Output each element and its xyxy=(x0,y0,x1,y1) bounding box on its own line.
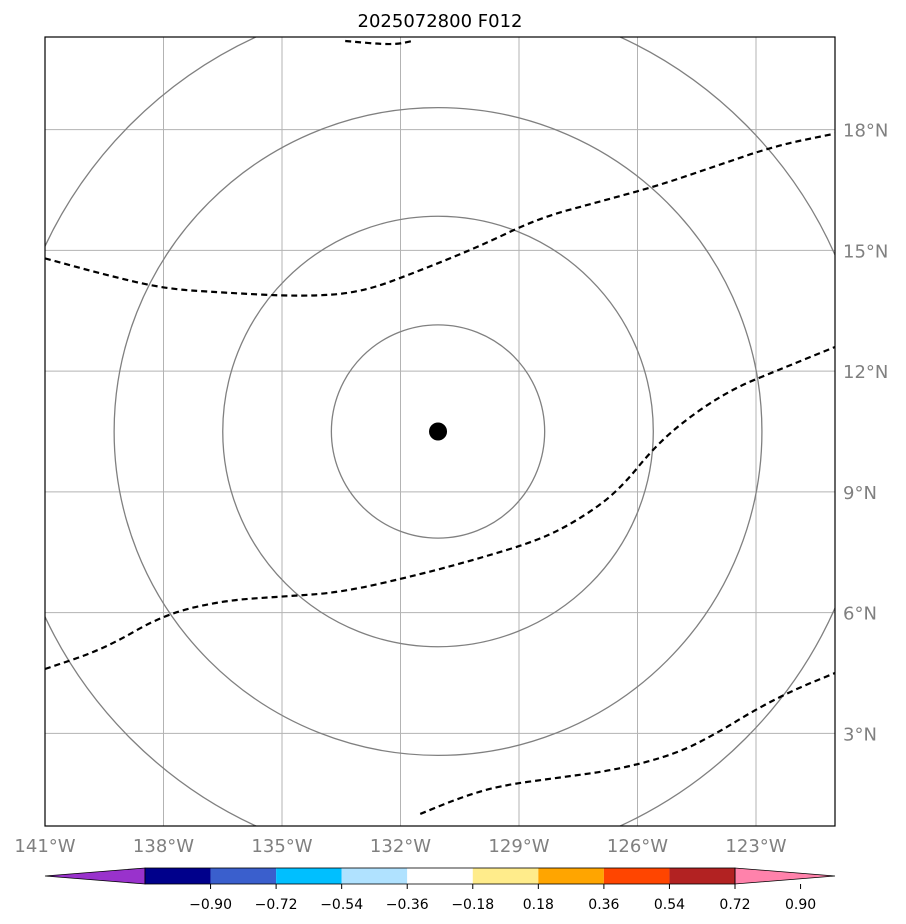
lat-tick-label-2: 12°N xyxy=(843,362,888,383)
colorbar-tick-label-1: −0.72 xyxy=(255,897,298,913)
colorbar-segment-1 xyxy=(210,868,277,884)
lon-tick-label-6: 123°W xyxy=(725,836,786,857)
colorbar-tick-label-5: 0.18 xyxy=(523,897,554,913)
colorbar-tick-label-3: −0.36 xyxy=(386,897,429,913)
lon-tick-label-5: 126°W xyxy=(607,836,668,857)
map-frame xyxy=(44,36,836,827)
colorbar-tick-label-9: 0.90 xyxy=(785,897,816,913)
map-title: 2025072800 F012 xyxy=(358,11,523,32)
contour-lines xyxy=(45,39,835,815)
colorbar-segment-2 xyxy=(276,868,342,884)
lat-tick-label-0: 18°N xyxy=(843,121,888,142)
range-ring-1 xyxy=(222,215,654,648)
contour-line-1 xyxy=(45,132,835,297)
colorbar: −0.90 −0.72 −0.54 −0.36 −0.18 0.18 0.36 0.54 0.7… xyxy=(44,867,836,913)
contour-line-2 xyxy=(45,345,835,671)
lon-tick-label-1: 138°W xyxy=(133,836,194,857)
lat-tick-label-5: 3°N xyxy=(843,724,877,745)
colorbar-tick-label-7: 0.54 xyxy=(654,897,685,913)
lat-tick-label-3: 9°N xyxy=(843,483,877,504)
colorbar-tick-label-2: −0.54 xyxy=(320,897,363,913)
map-area xyxy=(44,36,836,827)
lon-tick-label-3: 132°W xyxy=(370,836,431,857)
colorbar-segment-0 xyxy=(145,868,211,884)
lon-tick-label-2: 135°W xyxy=(251,836,312,857)
storm-center xyxy=(429,422,448,441)
lon-tick-label-0: 141°W xyxy=(14,836,75,857)
longitude-tick-labels: 141°W 138°W 135°W 132°W 129°W 126°W 123°W xyxy=(14,836,786,857)
colorbar-segment-5 xyxy=(472,868,539,884)
contour-line-0 xyxy=(345,39,413,46)
colorbar-tick-label-0: −0.90 xyxy=(189,897,232,913)
colorbar-segment-4 xyxy=(407,868,473,884)
storm-center-marker xyxy=(429,422,448,441)
colorbar-segment-7 xyxy=(603,868,670,884)
colorbar-tick-label-6: 0.36 xyxy=(588,897,619,913)
lat-tick-label-1: 15°N xyxy=(843,241,888,262)
colorbar-extend-high xyxy=(734,867,836,885)
range-ring-0 xyxy=(330,324,546,539)
contour-line-3 xyxy=(419,672,835,815)
colorbar-segment-3 xyxy=(341,868,408,884)
lat-tick-label-4: 6°N xyxy=(843,604,877,625)
colorbar-outline xyxy=(144,867,736,885)
colorbar-segment-8 xyxy=(669,868,735,884)
colorbar-tick-label-4: −0.18 xyxy=(451,897,494,913)
range-ring-2 xyxy=(113,106,763,757)
latitude-tick-labels: 18°N 15°N 12°N 9°N 6°N 3°N xyxy=(843,121,888,746)
colorbar-extend-low xyxy=(44,867,146,885)
lon-tick-label-4: 129°W xyxy=(488,836,549,857)
colorbar-tick-label-8: 0.72 xyxy=(719,897,750,913)
range-rings xyxy=(45,37,835,826)
colorbar-segment-6 xyxy=(538,868,604,884)
